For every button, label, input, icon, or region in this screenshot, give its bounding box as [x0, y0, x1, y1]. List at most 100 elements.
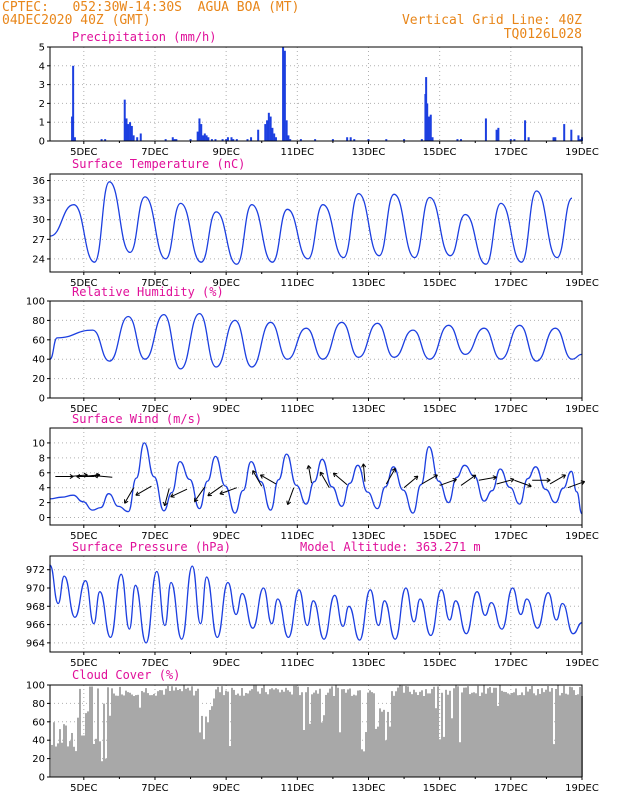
cloud-column: [105, 758, 107, 777]
wind-arrow: [385, 468, 396, 485]
precipitation-bar: [460, 139, 463, 141]
cloud-column: [473, 692, 475, 777]
cloud-column: [167, 686, 169, 777]
cloud-column: [73, 746, 75, 777]
precipitation-xtick-label: 9DEC: [212, 147, 239, 158]
cloud-column: [341, 689, 343, 777]
humidity-series-line: [49, 312, 583, 370]
cloud-column: [447, 694, 449, 777]
cloud-column: [515, 688, 517, 777]
cloud-column: [51, 744, 53, 777]
humidity-xtick-label: 17DEC: [494, 404, 528, 415]
cloud-column: [129, 692, 131, 777]
humidity-xtick-label: 13DEC: [352, 404, 386, 415]
precipitation-bar: [331, 139, 334, 141]
cloud-column: [59, 729, 61, 777]
wind-arrow-head: [135, 491, 140, 496]
cloud-column: [343, 689, 345, 777]
precipitation-bar: [198, 118, 201, 141]
cloud-column: [409, 691, 411, 777]
cloud-column: [465, 687, 467, 777]
cloud-column: [323, 715, 325, 777]
wind-arrow: [124, 487, 135, 504]
wind-arrow-head: [452, 478, 457, 483]
cloud-column: [237, 693, 239, 777]
cloud-column: [429, 693, 431, 777]
temperature-series-line: [49, 181, 573, 265]
pressure-ytick-label: 966: [26, 620, 45, 631]
cloud-column: [219, 692, 221, 777]
cloud-column: [475, 693, 477, 777]
cloud-column: [391, 691, 393, 777]
cloud-column: [445, 689, 447, 777]
temperature-xtick-label: 9DEC: [212, 278, 239, 289]
precipitation-ytick-label: 5: [39, 43, 45, 54]
cloud-column: [179, 689, 181, 777]
cloud-column: [145, 688, 147, 777]
precipitation-bar: [431, 137, 434, 141]
wind-arrow: [514, 479, 532, 487]
cloud-column: [159, 690, 161, 777]
cloud-column: [161, 690, 163, 777]
precipitation-xtick-label: 15DEC: [423, 147, 457, 158]
cloud-column: [213, 698, 215, 777]
cloud-column: [489, 687, 491, 777]
temperature-ytick-label: 30: [32, 215, 45, 226]
temperature-title: Surface Temperature (nC): [72, 157, 245, 171]
cloud-xtick-label: 17DEC: [494, 783, 528, 794]
cloud-column: [405, 686, 407, 777]
wind-arrow: [403, 475, 419, 489]
cloud-column: [387, 711, 389, 777]
humidity-xtick-label: 15DEC: [423, 404, 457, 415]
cloud-column: [175, 687, 177, 777]
wind-arrow-head: [306, 465, 312, 470]
temperature-ytick-label: 33: [32, 196, 45, 207]
cloud-column: [193, 695, 195, 777]
cloud-column: [277, 689, 279, 777]
wind-arrow-head: [170, 493, 175, 498]
cloud-column: [137, 694, 139, 777]
cloud-column: [479, 696, 481, 777]
cloud-column: [375, 728, 377, 777]
temperature-xtick-label: 13DEC: [352, 278, 386, 289]
cloud-column: [531, 685, 533, 777]
precipitation-bar: [257, 129, 260, 141]
cloud-column: [281, 689, 283, 777]
cloud-column: [55, 746, 57, 777]
cloud-column: [287, 690, 289, 777]
cloud-column: [443, 736, 445, 777]
wind-arrow-head: [433, 474, 438, 479]
cloud-column: [523, 695, 525, 777]
wind-arrow-head: [319, 471, 325, 477]
cloud-column: [225, 690, 227, 777]
cloud-column: [297, 686, 299, 777]
cloud-column: [461, 692, 463, 777]
cloud-column: [65, 725, 67, 777]
cloud-column: [431, 689, 433, 777]
cloud-xtick-label: 15DEC: [423, 783, 457, 794]
cloud-column: [397, 687, 399, 777]
cloud-column: [257, 691, 259, 777]
precipitation-xtick-label: 11DEC: [280, 147, 314, 158]
cloud-ytick-label: 80: [32, 699, 45, 710]
cloud-column: [557, 685, 559, 777]
cloud-column: [573, 690, 575, 777]
cloud-column: [325, 694, 327, 777]
precipitation-bar: [349, 137, 352, 141]
wind-arrow: [460, 474, 477, 486]
cloud-column: [253, 685, 255, 777]
cloud-column: [305, 692, 307, 777]
header-model-code: TQ0126L028: [503, 27, 582, 42]
cloud-column: [549, 691, 551, 777]
cloud-column: [171, 686, 173, 777]
wind-arrow: [421, 474, 438, 485]
cloud-column: [399, 685, 401, 777]
cloud-column: [259, 693, 261, 777]
wind-arrow-head: [207, 491, 212, 497]
cloud-column: [195, 690, 197, 777]
cloud-column: [555, 689, 557, 777]
cloud-frame: [49, 684, 583, 778]
cloud-column: [185, 688, 187, 777]
cloud-column: [191, 686, 193, 777]
precipitation-bar: [513, 139, 516, 141]
